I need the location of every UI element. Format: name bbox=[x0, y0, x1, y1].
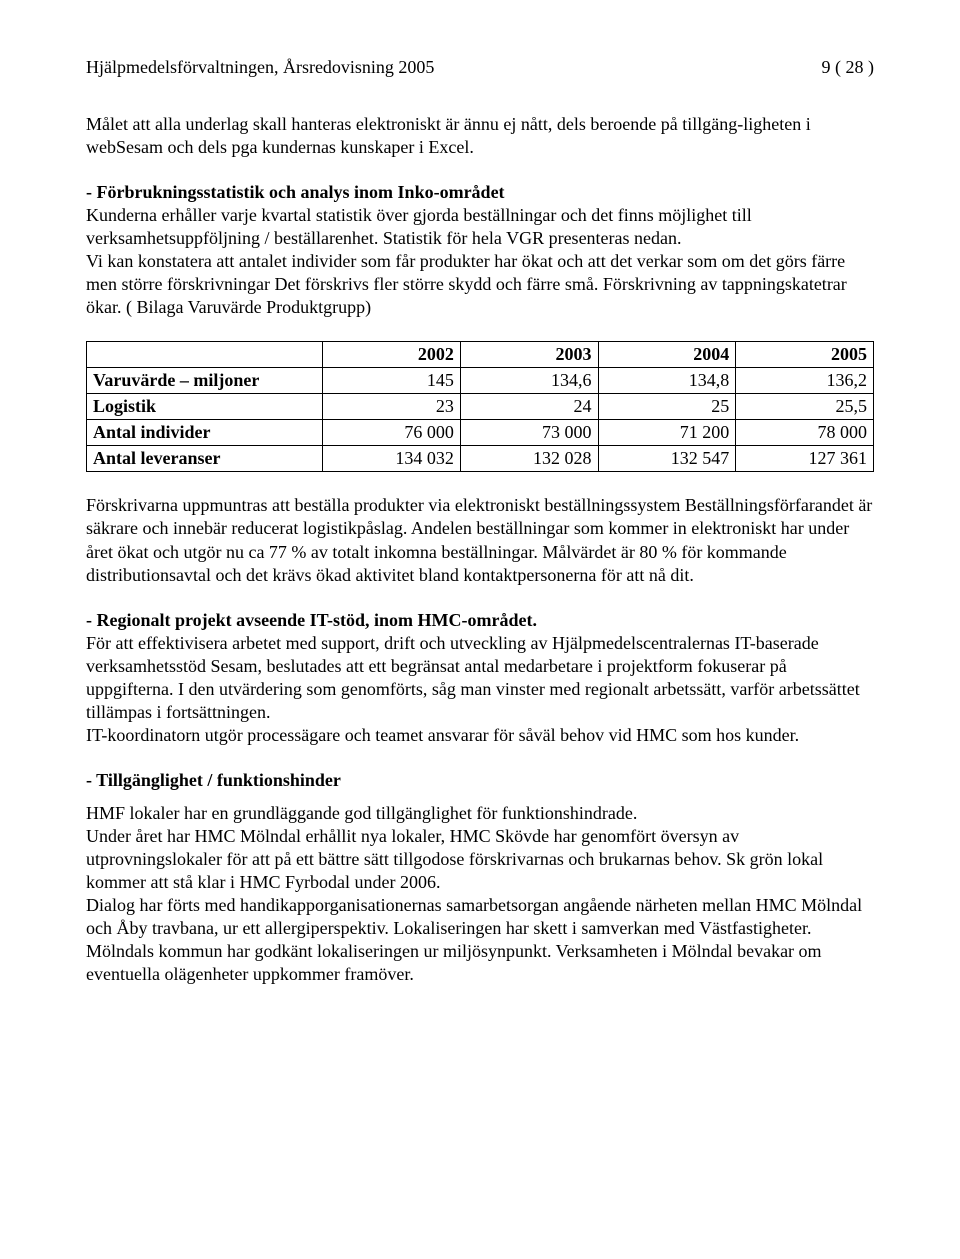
paragraph-goal: Målet att alla underlag skall hanteras e… bbox=[86, 113, 874, 159]
row-cell: 134,8 bbox=[598, 368, 736, 394]
row-cell: 25,5 bbox=[736, 394, 874, 420]
row-label: Logistik bbox=[87, 394, 323, 420]
row-cell: 71 200 bbox=[598, 420, 736, 446]
row-cell: 134,6 bbox=[460, 368, 598, 394]
section-body-it-stod: För att effektivisera arbetet med suppor… bbox=[86, 633, 860, 745]
row-cell: 23 bbox=[323, 394, 461, 420]
row-label: Varuvärde – miljoner bbox=[87, 368, 323, 394]
section-forbrukning: - Förbrukningsstatistik och analys inom … bbox=[86, 181, 874, 319]
table-row: Antal individer 76 000 73 000 71 200 78 … bbox=[87, 420, 874, 446]
row-cell: 25 bbox=[598, 394, 736, 420]
paragraph-forskrivarna: Förskrivarna uppmuntras att beställa pro… bbox=[86, 494, 874, 586]
row-label: Antal leveranser bbox=[87, 446, 323, 472]
table-year-2: 2004 bbox=[598, 342, 736, 368]
section-heading-forbrukning: - Förbrukningsstatistik och analys inom … bbox=[86, 182, 505, 202]
table-year-3: 2005 bbox=[736, 342, 874, 368]
table-row: Antal leveranser 134 032 132 028 132 547… bbox=[87, 446, 874, 472]
row-cell: 24 bbox=[460, 394, 598, 420]
row-cell: 78 000 bbox=[736, 420, 874, 446]
table-year-0: 2002 bbox=[323, 342, 461, 368]
header-left: Hjälpmedelsförvaltningen, Årsredovisning… bbox=[86, 56, 434, 79]
row-cell: 134 032 bbox=[323, 446, 461, 472]
section-tillganglighet: - Tillgänglighet / funktionshinder bbox=[86, 769, 874, 792]
table-row: Logistik 23 24 25 25,5 bbox=[87, 394, 874, 420]
row-label: Antal individer bbox=[87, 420, 323, 446]
row-cell: 76 000 bbox=[323, 420, 461, 446]
table-year-1: 2003 bbox=[460, 342, 598, 368]
page-header: Hjälpmedelsförvaltningen, Årsredovisning… bbox=[86, 56, 874, 79]
row-cell: 73 000 bbox=[460, 420, 598, 446]
section-body-tillganglighet: HMF lokaler har en grundläggande god til… bbox=[86, 802, 874, 986]
row-cell: 145 bbox=[323, 368, 461, 394]
table-row: Varuvärde – miljoner 145 134,6 134,8 136… bbox=[87, 368, 874, 394]
section-it-stod: - Regionalt projekt avseende IT-stöd, in… bbox=[86, 609, 874, 747]
row-cell: 132 547 bbox=[598, 446, 736, 472]
row-cell: 136,2 bbox=[736, 368, 874, 394]
data-table: 2002 2003 2004 2005 Varuvärde – miljoner… bbox=[86, 341, 874, 472]
table-header-empty bbox=[87, 342, 323, 368]
row-cell: 127 361 bbox=[736, 446, 874, 472]
section-body-forbrukning: Kunderna erhåller varje kvartal statisti… bbox=[86, 205, 847, 317]
row-cell: 132 028 bbox=[460, 446, 598, 472]
header-right: 9 ( 28 ) bbox=[822, 56, 875, 79]
section-heading-it-stod: - Regionalt projekt avseende IT-stöd, in… bbox=[86, 610, 537, 630]
table-header-row: 2002 2003 2004 2005 bbox=[87, 342, 874, 368]
section-heading-tillganglighet: - Tillgänglighet / funktionshinder bbox=[86, 770, 341, 790]
